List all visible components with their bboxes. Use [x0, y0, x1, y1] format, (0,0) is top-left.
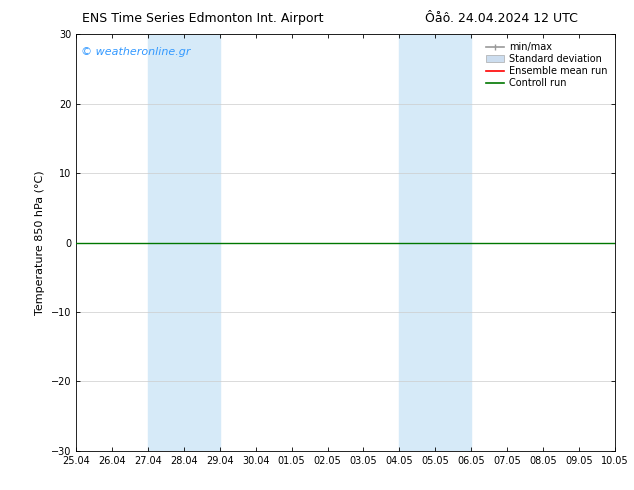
Text: © weatheronline.gr: © weatheronline.gr	[81, 47, 191, 57]
Bar	[399, 34, 471, 451]
Legend: min/max, Standard deviation, Ensemble mean run, Controll run: min/max, Standard deviation, Ensemble me…	[483, 39, 610, 91]
Text: ENS Time Series Edmonton Int. Airport: ENS Time Series Edmonton Int. Airport	[82, 12, 324, 25]
Text: Ôåô. 24.04.2024 12 UTC: Ôåô. 24.04.2024 12 UTC	[425, 12, 578, 25]
Bar	[148, 34, 220, 451]
Y-axis label: Temperature 850 hPa (°C): Temperature 850 hPa (°C)	[35, 170, 45, 315]
